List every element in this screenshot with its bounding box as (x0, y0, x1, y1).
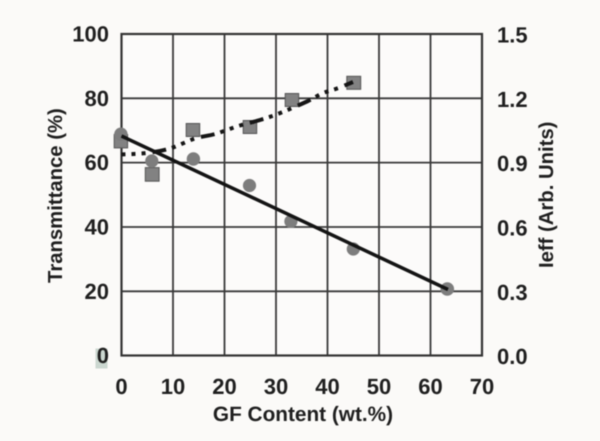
svg-text:10: 10 (161, 374, 185, 399)
svg-text:0: 0 (115, 374, 127, 399)
svg-text:20: 20 (85, 279, 109, 304)
svg-text:70: 70 (470, 374, 494, 399)
svg-text:Transmittance (%): Transmittance (%) (45, 108, 67, 283)
svg-text:0.9: 0.9 (497, 151, 528, 176)
svg-text:1.5: 1.5 (497, 23, 528, 48)
svg-text:1.2: 1.2 (497, 87, 528, 112)
svg-text:0: 0 (97, 343, 109, 368)
svg-text:Ieff (Arb. Units): Ieff (Arb. Units) (536, 122, 558, 268)
svg-text:100: 100 (72, 22, 109, 47)
svg-text:50: 50 (367, 374, 391, 399)
svg-text:20: 20 (212, 374, 236, 399)
svg-text:0.6: 0.6 (497, 216, 528, 241)
svg-text:60: 60 (418, 374, 442, 399)
svg-text:0.3: 0.3 (497, 280, 528, 305)
svg-text:30: 30 (264, 374, 288, 399)
svg-text:80: 80 (85, 86, 109, 111)
svg-text:40: 40 (315, 374, 339, 399)
svg-text:60: 60 (85, 150, 109, 175)
svg-text:40: 40 (85, 215, 109, 240)
svg-text:GF Content (wt.%): GF Content (wt.%) (213, 403, 393, 426)
svg-text:0.0: 0.0 (497, 344, 528, 369)
